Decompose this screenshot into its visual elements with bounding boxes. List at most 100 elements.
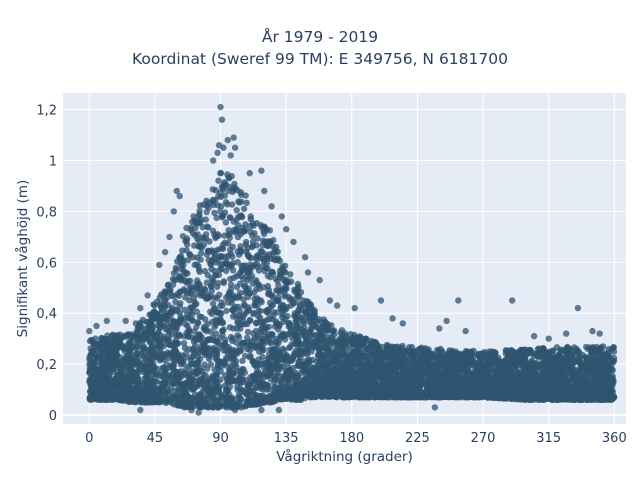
data-point xyxy=(225,187,232,194)
data-point xyxy=(583,355,590,362)
data-point xyxy=(222,199,230,206)
data-point xyxy=(309,343,316,351)
data-point xyxy=(289,334,296,342)
data-point xyxy=(220,347,227,354)
data-point xyxy=(209,300,217,307)
data-point xyxy=(247,213,254,220)
data-point xyxy=(283,387,290,394)
data-point xyxy=(182,321,189,328)
data-point xyxy=(186,251,194,258)
data-point xyxy=(212,233,219,240)
data-point xyxy=(259,263,266,270)
data-point xyxy=(178,316,185,323)
data-point xyxy=(324,337,331,344)
data-point xyxy=(253,319,260,326)
data-point xyxy=(220,279,227,287)
data-point xyxy=(196,207,203,214)
data-point xyxy=(229,201,236,208)
data-point xyxy=(229,313,237,320)
data-point xyxy=(259,353,266,361)
data-point xyxy=(187,370,194,377)
data-point xyxy=(253,260,261,268)
data-points xyxy=(86,103,618,416)
data-point xyxy=(599,343,607,350)
data-point xyxy=(215,193,222,200)
data-point xyxy=(201,267,209,275)
data-point xyxy=(207,361,215,368)
data-point xyxy=(217,368,224,375)
data-point xyxy=(193,261,200,268)
data-point xyxy=(119,344,127,351)
data-point xyxy=(312,332,320,339)
data-point xyxy=(605,370,612,377)
data-point xyxy=(98,362,106,369)
data-point xyxy=(368,345,375,352)
data-point xyxy=(244,328,252,336)
data-point xyxy=(201,323,208,330)
data-point xyxy=(229,337,236,344)
data-point xyxy=(246,316,253,324)
data-point xyxy=(202,216,209,223)
data-point xyxy=(323,344,330,351)
data-point xyxy=(399,342,406,350)
data-point xyxy=(208,283,215,290)
data-point xyxy=(215,177,222,184)
data-point xyxy=(208,275,215,282)
data-point xyxy=(258,298,265,306)
data-point xyxy=(181,306,189,313)
data-point xyxy=(190,353,197,360)
data-point xyxy=(222,267,230,275)
data-point xyxy=(196,268,203,275)
data-point xyxy=(122,388,129,395)
chart-title: År 1979 - 2019 xyxy=(261,28,379,46)
data-point xyxy=(215,280,222,287)
data-point xyxy=(236,374,243,381)
data-point xyxy=(187,304,194,311)
chart-subtitle: Koordinat (Sweref 99 TM): E 349756, N 61… xyxy=(132,50,508,68)
data-point xyxy=(224,394,232,402)
data-point xyxy=(231,180,238,188)
data-point xyxy=(182,350,190,357)
data-point xyxy=(286,357,294,364)
data-point xyxy=(322,318,329,326)
data-point xyxy=(583,343,590,351)
data-point xyxy=(191,298,198,306)
data-point xyxy=(236,199,243,206)
data-point xyxy=(213,214,220,222)
data-point xyxy=(171,393,178,400)
data-point xyxy=(225,174,232,181)
data-point xyxy=(188,311,196,318)
data-point xyxy=(103,341,110,349)
data-point xyxy=(274,297,281,305)
data-point xyxy=(166,391,173,398)
data-point xyxy=(280,383,287,390)
data-point xyxy=(238,191,245,198)
data-point xyxy=(107,367,115,374)
data-point xyxy=(171,276,178,283)
data-point xyxy=(274,248,281,255)
data-point xyxy=(275,282,282,289)
data-point xyxy=(199,224,206,231)
data-point xyxy=(217,208,224,215)
data-point xyxy=(173,266,180,274)
data-point xyxy=(257,247,264,255)
data-point xyxy=(216,266,224,273)
data-point xyxy=(226,324,234,331)
data-point xyxy=(243,199,250,206)
data-point xyxy=(341,330,349,337)
data-point xyxy=(193,308,200,315)
data-point xyxy=(282,286,289,293)
data-point xyxy=(205,248,212,255)
data-point xyxy=(194,353,202,360)
data-point xyxy=(269,294,277,301)
data-point xyxy=(253,220,260,227)
data-point xyxy=(226,214,234,221)
data-point xyxy=(169,281,177,288)
data-point xyxy=(234,222,242,229)
data-point xyxy=(237,272,244,280)
data-point xyxy=(210,395,217,402)
data-point xyxy=(180,340,188,347)
data-point xyxy=(240,205,248,212)
data-point xyxy=(234,233,242,241)
data-point xyxy=(162,297,169,304)
